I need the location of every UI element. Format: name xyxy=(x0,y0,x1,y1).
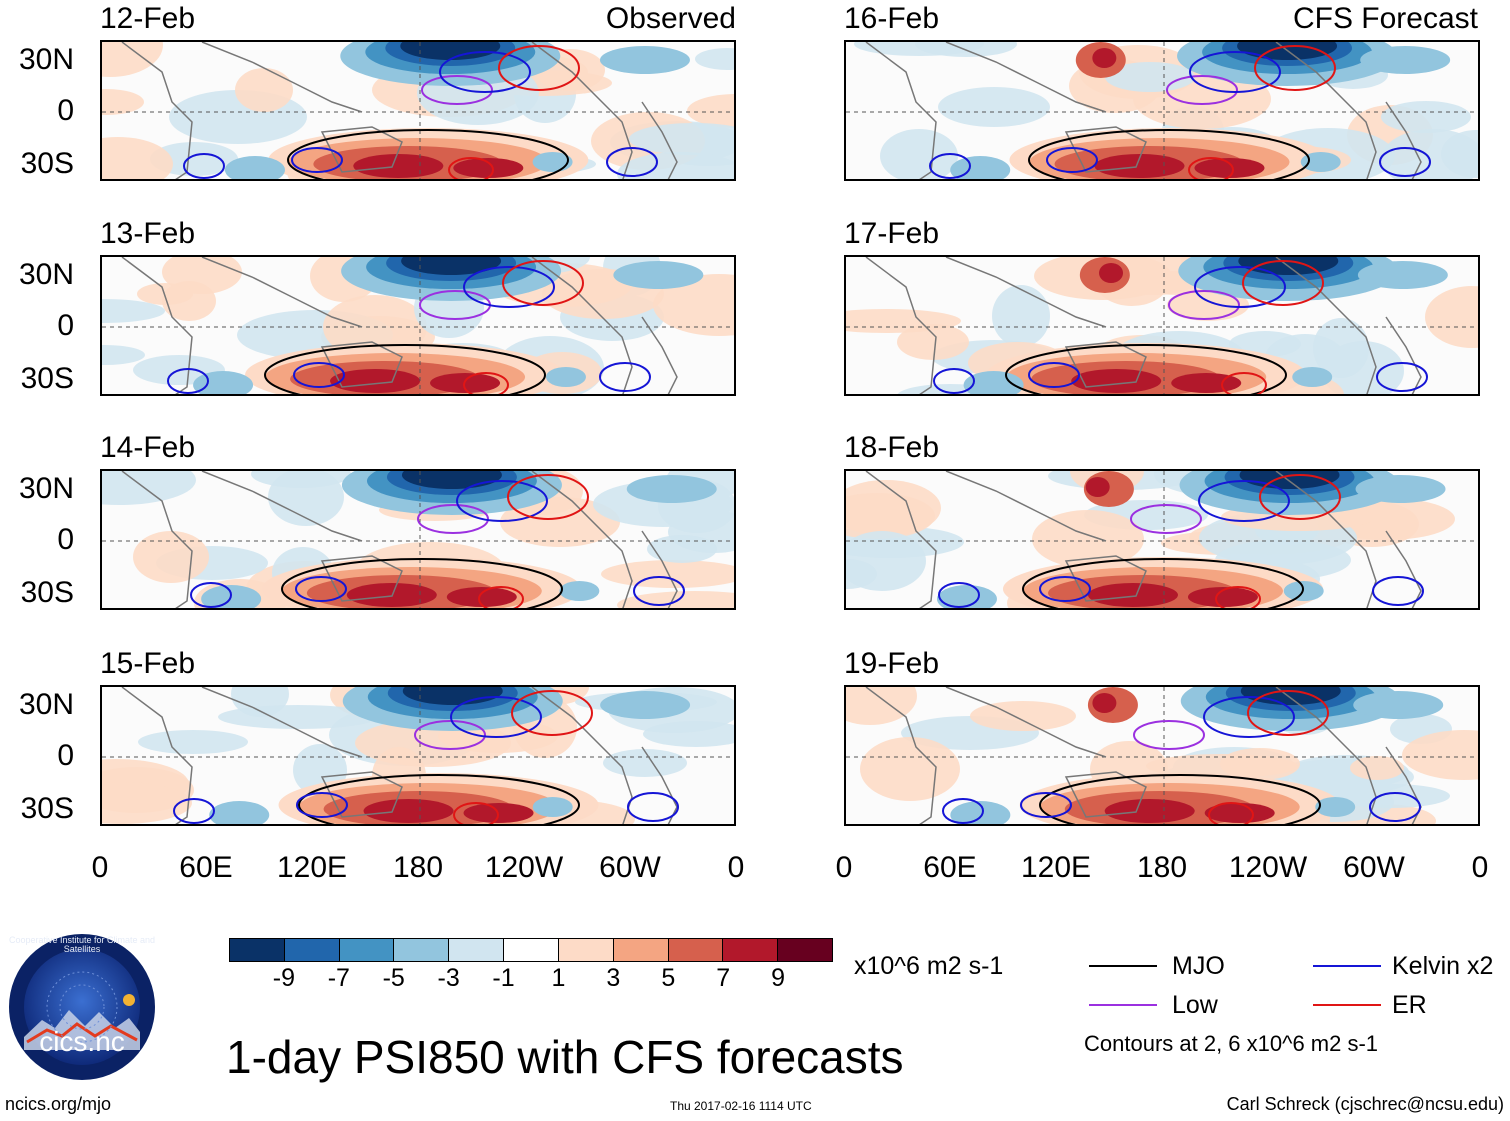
legend-contour-note: Contours at 2, 6 x10^6 m2 s-1 xyxy=(1084,1031,1379,1056)
legend-label-low: Low xyxy=(1172,991,1218,1019)
colorbar-tick-label: 3 xyxy=(606,964,621,992)
logo-ring-text: Cooperative Institute for Climate and Sa… xyxy=(8,935,156,954)
panels_right-date-label-2: 17-Feb xyxy=(844,217,940,250)
colorbar-swatch xyxy=(558,939,614,961)
panels_right-date-label-3: 18-Feb xyxy=(844,431,940,464)
lon-label: 60W xyxy=(1343,851,1405,884)
colorbar-tick-label: 5 xyxy=(661,964,676,992)
lat-label: 30N xyxy=(18,43,74,76)
cics-logo: Cooperative Institute for Climate and Sa… xyxy=(7,932,157,1082)
lon-label: 60E xyxy=(923,851,977,884)
author-credit: Carl Schreck (cjschrec@ncsu.edu) xyxy=(1226,1094,1504,1114)
colorbar-units: x10^6 m2 s-1 xyxy=(854,952,1004,980)
colorbar-swatch xyxy=(668,939,724,961)
panels_left-map-panel-3 xyxy=(100,469,736,610)
lon-label: 60E xyxy=(179,851,233,884)
legend-label-kelvin: Kelvin x2 xyxy=(1392,952,1494,980)
lon-label: 60W xyxy=(599,851,661,884)
panels_left-date-label-1: 12-Feb xyxy=(100,2,196,35)
lat-label: 30S xyxy=(20,362,74,395)
lat-label: 30S xyxy=(20,576,74,609)
panels_left-date-label-4: 15-Feb xyxy=(100,647,196,680)
colorbar-tick-label: 1 xyxy=(551,964,566,992)
panels_right-map-panel-2 xyxy=(844,255,1480,396)
panels_left-map-panel-2 xyxy=(100,255,736,396)
lon-label: 0 xyxy=(1471,851,1489,884)
legend-line-mjo xyxy=(1089,965,1157,967)
colorbar-swatch xyxy=(230,939,285,961)
colorbar-tick-label: -7 xyxy=(327,964,350,992)
colorbar-tick-label: 9 xyxy=(771,964,786,992)
panels_left-date-label-2: 13-Feb xyxy=(100,217,196,250)
panels_left-date-label-3: 14-Feb xyxy=(100,431,196,464)
lat-label: 30S xyxy=(20,147,74,180)
colorbar-swatch xyxy=(284,939,340,961)
lon-label: 180 xyxy=(1136,851,1188,884)
colorbar-swatch xyxy=(504,939,559,961)
timestamp: Thu 2017-02-16 1114 UTC xyxy=(670,1099,812,1113)
colorbar-tick-label: -9 xyxy=(272,964,296,992)
colorbar xyxy=(229,938,833,962)
legend-line-kelvin xyxy=(1313,965,1381,967)
lon-label: 120E xyxy=(1020,851,1092,884)
lat-label: 30N xyxy=(18,472,74,505)
colorbar-swatch xyxy=(778,939,832,961)
colorbar-swatch xyxy=(394,939,450,961)
legend-label-er: ER xyxy=(1392,991,1427,1019)
colorbar-swatch xyxy=(449,939,505,961)
colorbar-tick-label: 7 xyxy=(716,964,731,992)
panels_left-map-panel-4 xyxy=(100,685,736,826)
lat-label: 0 xyxy=(57,94,74,127)
panels_right-map-panel-4 xyxy=(844,685,1480,826)
lat-label: 30S xyxy=(20,792,74,825)
panels_right-date-label-4: 19-Feb xyxy=(844,647,940,680)
lon-label: 120E xyxy=(276,851,348,884)
colorbar-swatch xyxy=(339,939,395,961)
lon-label: 180 xyxy=(392,851,444,884)
lat-label: 30N xyxy=(18,258,74,291)
colorbar-tick-label: -1 xyxy=(492,964,515,992)
legend-label-mjo: MJO xyxy=(1172,952,1225,980)
lon-label: 0 xyxy=(91,851,109,884)
cfs-forecast-column-label: CFS Forecast xyxy=(1292,2,1478,35)
colorbar-swatch xyxy=(613,939,669,961)
colorbar-tick-label: -3 xyxy=(437,964,460,992)
colorbar-swatch xyxy=(723,939,779,961)
lat-label: 0 xyxy=(57,523,74,556)
legend-line-low xyxy=(1089,1004,1157,1006)
legend-line-er xyxy=(1313,1004,1381,1006)
website-link[interactable]: ncics.org/mjo xyxy=(5,1094,112,1114)
panels_right-map-panel-3 xyxy=(844,469,1480,610)
panels_right-date-label-1: 16-Feb xyxy=(844,2,940,35)
lat-label: 30N xyxy=(18,688,74,721)
logo-text: cics.nc xyxy=(39,1026,125,1057)
lon-label: 120W xyxy=(1228,851,1308,884)
lon-label: 0 xyxy=(727,851,745,884)
lon-label: 0 xyxy=(835,851,853,884)
lat-label: 0 xyxy=(57,739,74,772)
figure-title: 1-day PSI850 with CFS forecasts xyxy=(226,1031,904,1083)
lat-label: 0 xyxy=(57,309,74,342)
panels_right-map-panel-1 xyxy=(844,40,1480,181)
colorbar-tick-label: -5 xyxy=(382,964,405,992)
lon-label: 120W xyxy=(484,851,564,884)
observed-column-label: Observed xyxy=(605,2,736,35)
panels_left-map-panel-1 xyxy=(100,40,736,181)
